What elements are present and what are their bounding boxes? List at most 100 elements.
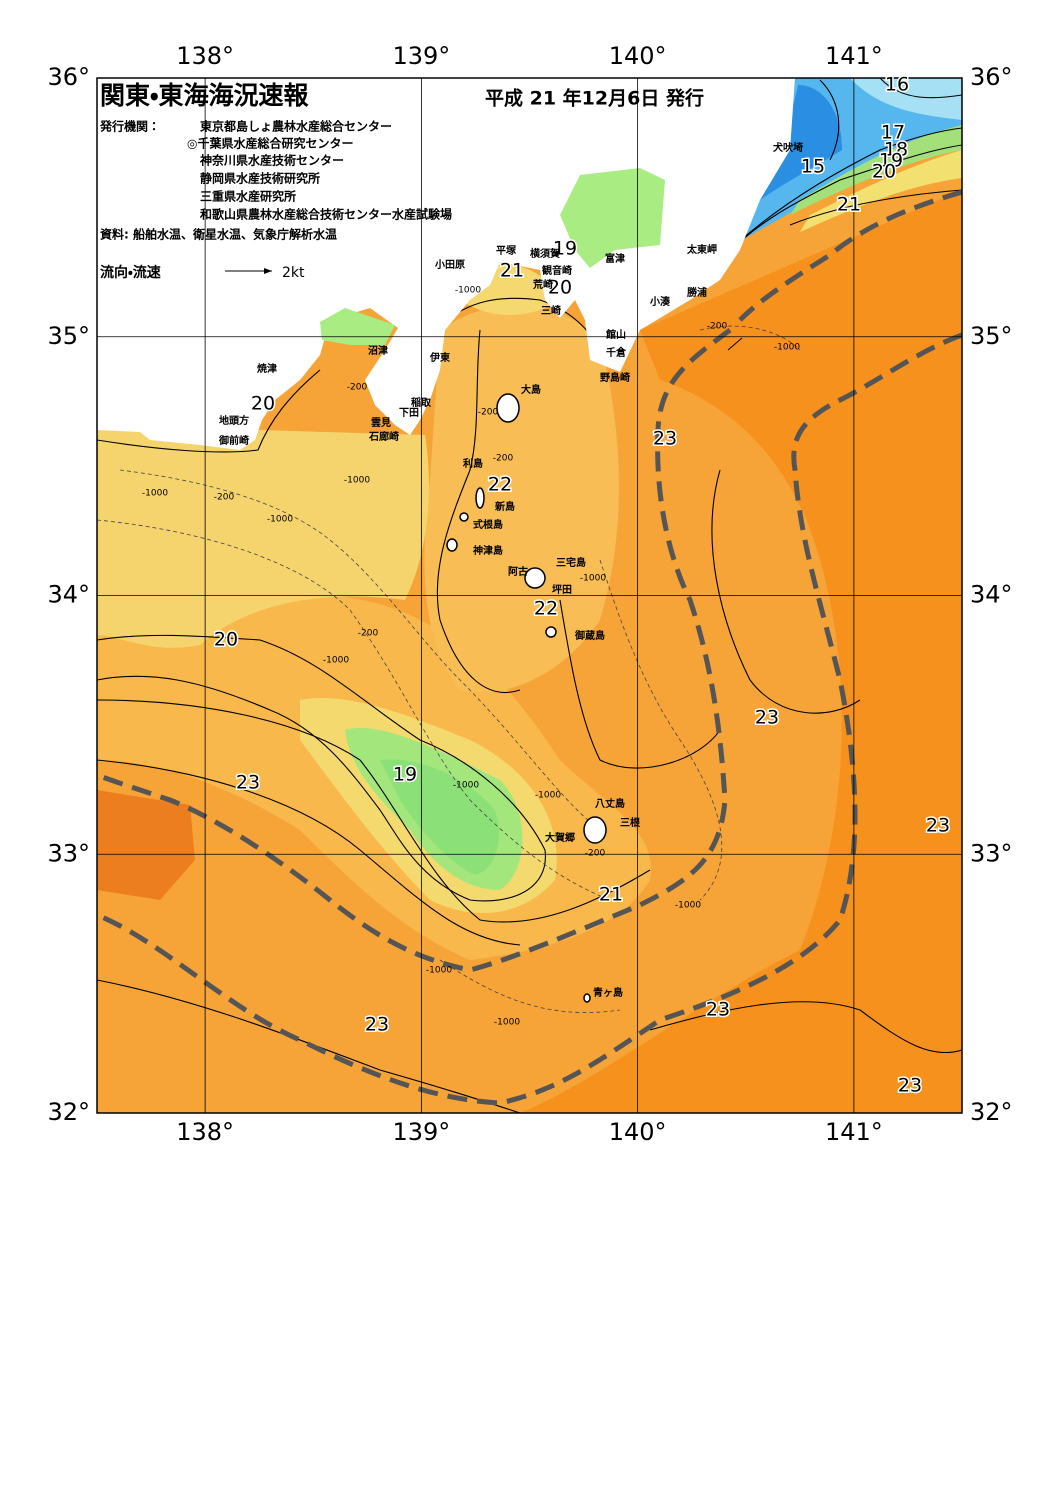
place-name: 利島 [463,457,483,470]
lat-tick-label: 33° [47,839,90,867]
issuer: 東京都島しょ農林水産総合センター [200,119,392,134]
place-name: 沼津 [368,344,388,357]
place-name: 八丈島 [595,797,625,810]
issuer: 静岡県水産技術研究所 [200,171,320,186]
depth-label: -1000 [142,489,168,499]
current-arrow [727,337,743,351]
place-name: 神津島 [472,544,503,557]
legend-scale: 2kt [282,265,305,281]
isotherm-label: 23 [926,815,950,837]
cold-water [380,759,499,875]
source: 資料: 船舶水温、衛星水温、気象庁解析水温 [100,227,337,242]
depth-label: -200 [707,322,728,332]
place-name: 荒崎 [532,278,553,291]
isotherm-label: 19 [879,150,903,172]
isobaths [97,325,801,1013]
isotherm-label: 23 [755,707,779,729]
lat-tick-label: 35° [47,322,90,350]
place-name: 千倉 [606,346,627,359]
place-name: 御前崎 [218,434,249,447]
depth-label: -1000 [323,656,349,666]
depth-label: -1000 [455,286,481,296]
place-name: 富津 [605,252,625,265]
lat-tick-label: 36° [970,63,1013,91]
lat-tick-label: 32° [970,1098,1013,1126]
depth-label: -1000 [267,515,293,525]
isotherms [97,78,962,1113]
isotherm-label: 23 [706,999,730,1021]
place-name: 小田原 [434,258,465,271]
lon-tick-label: 141° [825,42,883,70]
depth-label: -200 [493,454,514,464]
isotherm-label: 17 [881,122,905,144]
depth-label: -1000 [580,574,606,584]
place-name: 下田 [399,407,419,419]
isotherm-label: 20 [214,629,238,651]
place-name: 太東岬 [686,243,717,256]
depth-label: -200 [478,408,499,418]
place-name: 伊東 [429,351,450,364]
depth-label: -200 [358,629,379,639]
depth-label: -200 [585,849,606,859]
issuer-label: 発行機関： [99,119,160,134]
isotherm-label: 21 [837,194,861,216]
lat-tick-label: 35° [970,322,1013,350]
issuer: 神奈川県水産技術センター [199,153,344,168]
isotherm-label: 16 [885,74,909,96]
isotherm-label: 22 [534,598,558,620]
place-name: 平塚 [496,244,517,257]
isotherm-label: 23 [653,428,677,450]
place-name: 坪田 [552,583,572,596]
isotherm-label: 23 [898,1075,922,1097]
isotherm-label: 21 [599,884,623,906]
place-name: 焼津 [257,362,277,375]
depth-label: -1000 [453,781,479,791]
place-name: 館山 [605,328,626,341]
issuer: ◎千葉県水産総合研究センター [187,136,353,151]
lat-tick-label: 36° [47,63,90,91]
depth-label: -1000 [535,791,561,801]
place-name: 御蔵島 [574,629,605,642]
isotherm-label: 20 [548,277,572,299]
isotherm-label: 20 [872,161,896,183]
lat-tick-label: 32° [47,1098,90,1126]
lon-tick-label: 138° [176,42,234,70]
issuer: 和歌山県農林水産総合技術センター水産試験場 [199,207,452,222]
depth-label: -1000 [426,966,452,976]
place-name: 野島崎 [600,371,630,384]
isotherm-label: 19 [553,238,577,260]
place-name: 地頭方 [219,414,249,427]
place-name: 横須賀 [530,247,560,260]
place-name: 勝浦 [687,286,707,299]
place-name: 三崎 [541,304,561,317]
isotherm-label: 23 [365,1014,389,1036]
isotherm-label: 19 [393,764,417,786]
lat-tick-label: 34° [47,581,90,609]
isotherm-label: 20 [251,393,275,415]
depth-label: -1000 [494,1018,520,1028]
place-name: 犬吠埼 [773,141,803,154]
lon-tick-label: 139° [392,42,450,70]
place-name: 式根島 [473,518,503,531]
place-name: 小湊 [649,295,671,308]
place-name: 大賀郷 [545,831,575,844]
depth-label: -1000 [774,343,800,353]
legend-arrowhead [264,268,272,274]
depth-label: -200 [347,383,368,393]
place-name: 石廊崎 [368,430,399,443]
lat-tick-label: 34° [970,581,1013,609]
place-name: 青ヶ島 [593,986,623,999]
sea-band [790,125,962,215]
place-name: 観音崎 [542,264,572,277]
depth-label: -1000 [344,476,370,486]
place-name: 稲取 [411,396,432,409]
place-name: 三根 [620,816,641,829]
lon-tick-label: 141° [825,1118,883,1146]
place-name: 阿古 [508,565,528,578]
isotherm-label: 15 [801,156,825,178]
land-patch [320,308,395,345]
lon-tick-label: 140° [609,42,667,70]
depth-label: -200 [214,493,235,503]
